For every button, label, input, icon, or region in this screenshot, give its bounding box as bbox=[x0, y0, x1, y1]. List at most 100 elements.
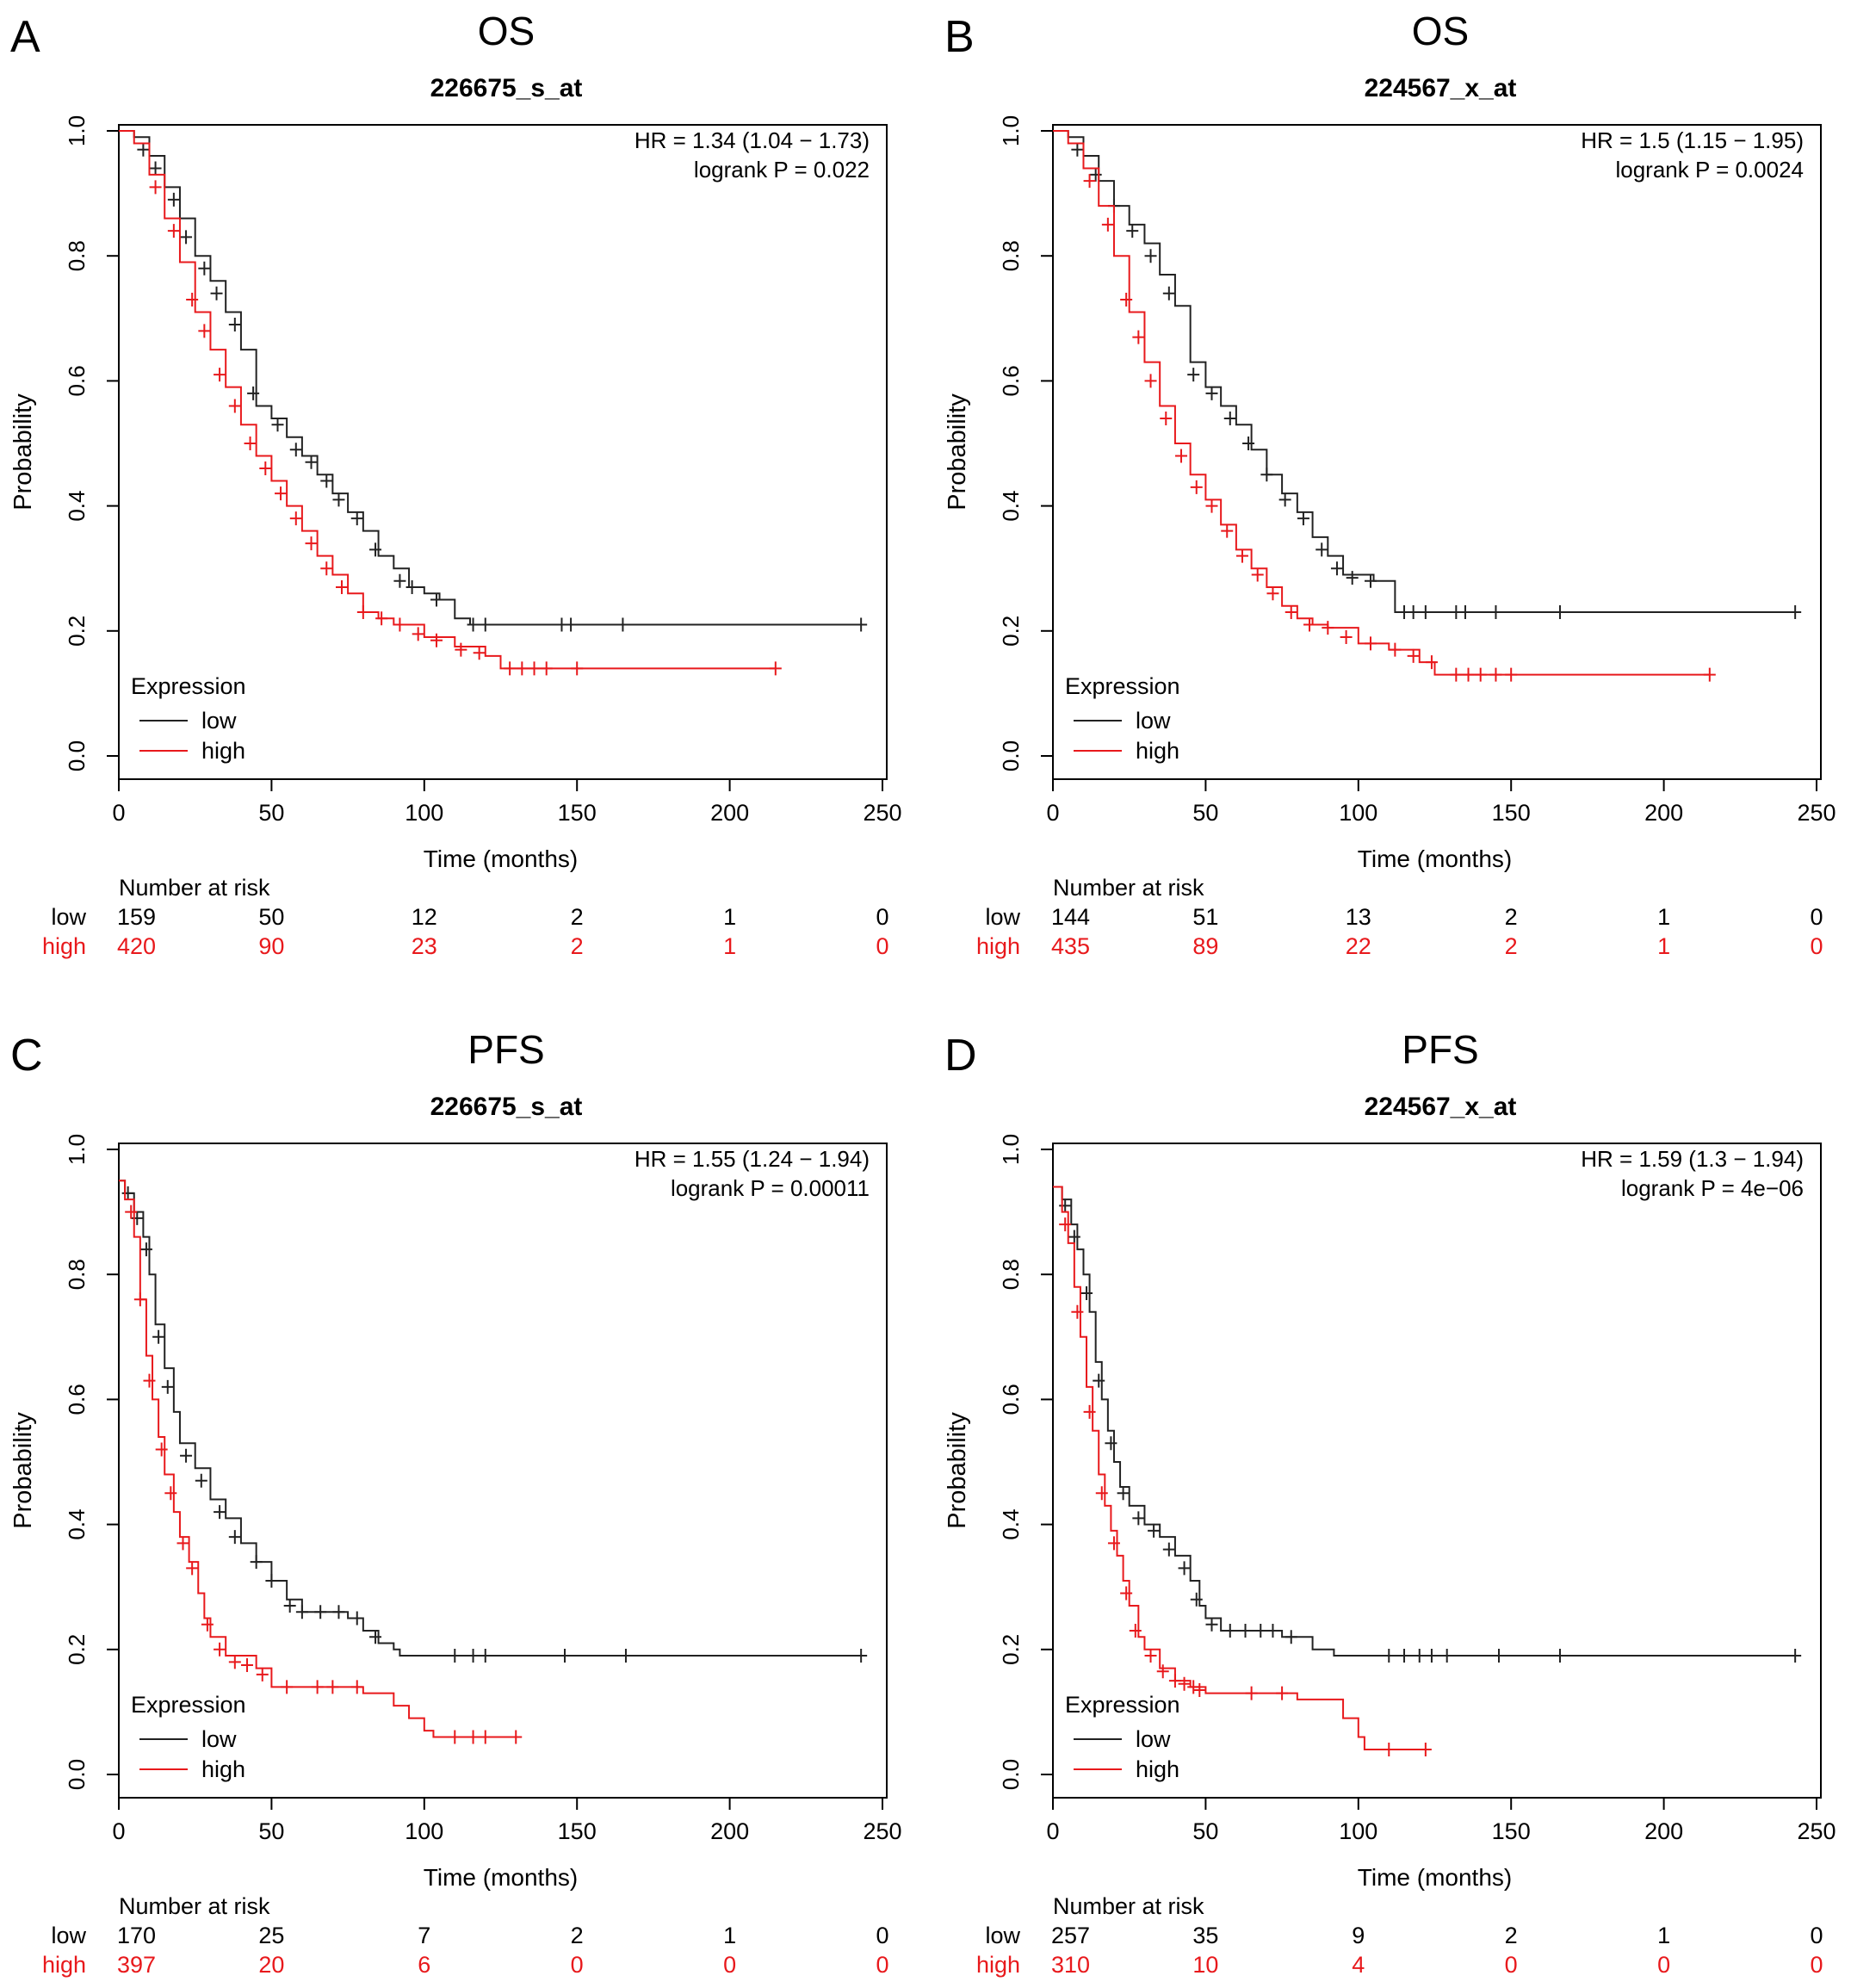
y-tick-label: 1.0 bbox=[64, 1134, 90, 1165]
x-tick-label: 100 bbox=[405, 800, 443, 826]
censor-mark-high bbox=[1703, 667, 1716, 682]
risk-value-low: 0 bbox=[1810, 904, 1823, 930]
y-axis-label: Probability bbox=[9, 1412, 37, 1529]
censor-mark-high bbox=[1474, 667, 1487, 682]
risk-value-low: 2 bbox=[1505, 904, 1518, 930]
censor-mark-low bbox=[195, 1473, 207, 1488]
censor-mark-low bbox=[1458, 605, 1471, 620]
censor-mark-low bbox=[1493, 1649, 1506, 1663]
censor-mark-high bbox=[1129, 1624, 1142, 1638]
x-tick-label: 150 bbox=[558, 1818, 597, 1844]
x-tick-label: 200 bbox=[1644, 800, 1683, 826]
x-tick-label: 200 bbox=[1644, 1818, 1683, 1844]
censor-mark-low bbox=[1162, 1542, 1175, 1557]
censor-mark-low bbox=[479, 1649, 492, 1663]
risk-value-high: 0 bbox=[876, 1952, 888, 1978]
censor-mark-low bbox=[405, 579, 418, 594]
x-tick-label: 250 bbox=[1797, 800, 1836, 826]
censor-mark-low bbox=[1080, 1285, 1093, 1300]
legend-label-high: high bbox=[201, 738, 245, 764]
censor-mark-low bbox=[1242, 437, 1255, 450]
censor-mark-low bbox=[1068, 1229, 1080, 1244]
censor-mark-low bbox=[1187, 368, 1200, 382]
censor-mark-low bbox=[1407, 605, 1420, 620]
x-tick-label: 150 bbox=[1492, 1818, 1531, 1844]
censor-mark-high bbox=[275, 486, 288, 501]
legend-title: Expression bbox=[1065, 1692, 1180, 1718]
censor-mark-high bbox=[1205, 499, 1218, 513]
censor-mark-high bbox=[1120, 293, 1133, 307]
censor-mark-low bbox=[1346, 571, 1359, 585]
censor-mark-high bbox=[430, 633, 443, 647]
censor-mark-high bbox=[164, 1486, 177, 1501]
censor-mark-high bbox=[1425, 655, 1438, 670]
y-tick-label: 1.0 bbox=[998, 115, 1024, 146]
censor-mark-low bbox=[1071, 142, 1084, 157]
censor-mark-low bbox=[152, 1329, 165, 1344]
risk-value-low: 257 bbox=[1051, 1923, 1090, 1948]
y-tick-label: 0.4 bbox=[64, 491, 90, 522]
hr-annotation: HR = 1.59 (1.3 − 1.94) bbox=[1581, 1146, 1804, 1172]
survival-curve-low bbox=[119, 130, 862, 626]
censor-mark-high bbox=[449, 1730, 461, 1744]
y-tick-label: 0.2 bbox=[998, 1634, 1024, 1665]
censor-mark-low bbox=[180, 230, 193, 245]
legend-label-low: low bbox=[201, 708, 237, 734]
censor-mark-low bbox=[161, 1379, 174, 1394]
censor-mark-high bbox=[1462, 667, 1475, 682]
censor-mark-low bbox=[1553, 1649, 1566, 1663]
y-tick-label: 0.6 bbox=[64, 1384, 90, 1415]
censor-mark-low bbox=[350, 511, 363, 526]
risk-value-high: 4 bbox=[1352, 1952, 1365, 1978]
survival-curve-high bbox=[119, 130, 776, 670]
censor-mark-high bbox=[228, 1655, 241, 1669]
x-tick-label: 100 bbox=[405, 1818, 443, 1844]
censor-mark-low bbox=[271, 418, 284, 432]
censor-mark-low bbox=[1239, 1624, 1252, 1638]
risk-value-low: 144 bbox=[1051, 904, 1090, 930]
panel-title: OS bbox=[478, 9, 535, 53]
censor-mark-high bbox=[1132, 330, 1145, 344]
censor-mark-high bbox=[1107, 1536, 1120, 1551]
risk-table-title: Number at risk bbox=[119, 875, 270, 901]
panel-title: PFS bbox=[1402, 1027, 1478, 1072]
y-tick-label: 0.8 bbox=[998, 240, 1024, 271]
risk-value-high: 0 bbox=[1810, 933, 1823, 959]
survival-curve-high bbox=[1053, 130, 1710, 676]
censor-mark-low bbox=[1425, 1649, 1438, 1663]
risk-table-title: Number at risk bbox=[119, 1893, 270, 1919]
censor-mark-low bbox=[283, 1598, 296, 1613]
censor-mark-high bbox=[214, 368, 226, 382]
survival-curve-high bbox=[119, 1180, 517, 1738]
censor-mark-low bbox=[1278, 492, 1291, 507]
censor-mark-high bbox=[201, 1617, 214, 1632]
censor-mark-high bbox=[375, 611, 388, 626]
censor-mark-low bbox=[565, 617, 578, 632]
risk-value-low: 1 bbox=[1657, 904, 1670, 930]
y-tick-label: 0.6 bbox=[64, 365, 90, 396]
censor-mark-low bbox=[1440, 1649, 1453, 1663]
censor-mark-low bbox=[1553, 605, 1566, 620]
censor-mark-high bbox=[176, 1536, 189, 1551]
y-tick-label: 0.8 bbox=[998, 1259, 1024, 1290]
risk-value-low: 2 bbox=[571, 904, 584, 930]
risk-value-high: 1 bbox=[723, 933, 736, 959]
risk-value-low: 0 bbox=[1810, 1923, 1823, 1948]
x-tick-label: 150 bbox=[1492, 800, 1531, 826]
risk-row-label-low: low bbox=[985, 904, 1020, 930]
censor-mark-high bbox=[571, 661, 584, 676]
panel-letter: C bbox=[10, 1031, 43, 1081]
censor-mark-high bbox=[1187, 1680, 1200, 1694]
censor-mark-low bbox=[1330, 561, 1343, 576]
censor-mark-low bbox=[369, 542, 382, 557]
y-tick-label: 0.4 bbox=[998, 491, 1024, 522]
censor-mark-high bbox=[214, 1642, 226, 1657]
plot-frame bbox=[118, 124, 888, 780]
censor-mark-high bbox=[1193, 1682, 1206, 1697]
plot-frame bbox=[1052, 124, 1822, 780]
censor-mark-high bbox=[1266, 586, 1279, 601]
x-tick-label: 50 bbox=[258, 1818, 284, 1844]
